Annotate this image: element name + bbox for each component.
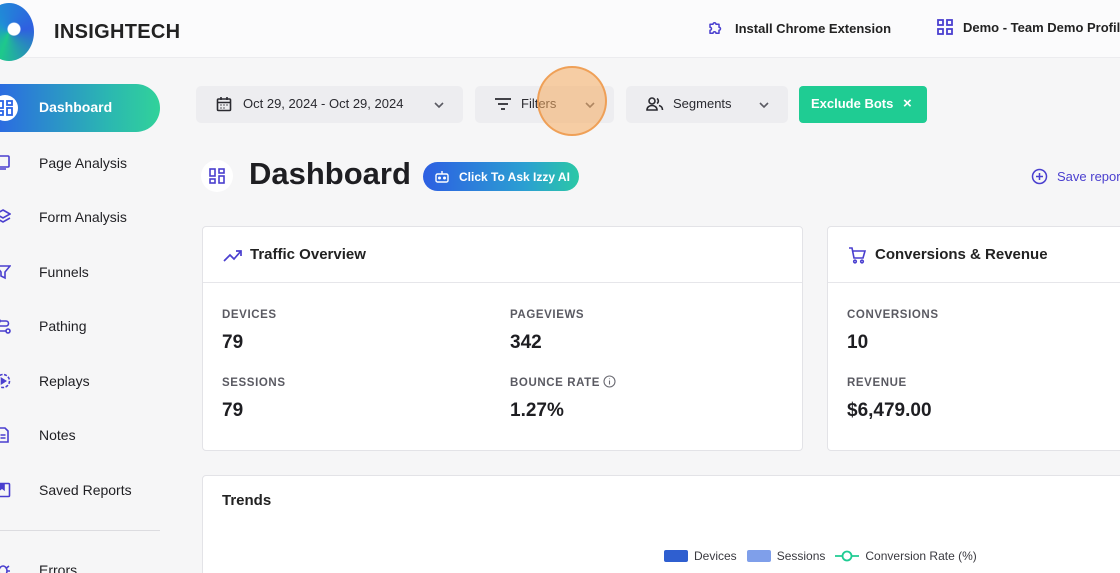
app-logo[interactable] <box>0 3 34 61</box>
form-analysis-icon <box>0 206 14 228</box>
conversions-revenue-card: Conversions & Revenue CONVERSIONS 10 REV… <box>827 226 1120 451</box>
puzzle-icon <box>709 22 722 34</box>
segments-label: Segments <box>673 96 732 111</box>
segments-dropdown[interactable]: Segments <box>626 86 788 123</box>
grid-icon <box>937 19 953 35</box>
users-icon <box>646 97 664 111</box>
card-header: Traffic Overview <box>203 227 802 283</box>
info-icon[interactable] <box>603 375 616 388</box>
legend-swatch-sessions <box>746 550 771 562</box>
card-title: Trends <box>222 492 272 509</box>
sessions-label: SESSIONS <box>222 377 286 389</box>
devices-value: 79 <box>222 332 244 353</box>
save-report-label: Save report <box>1057 169 1120 184</box>
pageviews-value: 342 <box>510 332 542 353</box>
card-header: Conversions & Revenue <box>828 227 1120 283</box>
sessions-value: 79 <box>222 400 244 421</box>
ask-izzy-ai-button[interactable]: Click To Ask Izzy AI <box>423 162 579 191</box>
sidebar-item-label: Saved Reports <box>39 482 132 498</box>
exclude-bots-label: Exclude Bots <box>811 96 894 111</box>
legend-label-conversion-rate: Conversion Rate (%) <box>865 549 977 563</box>
conversions-value: 10 <box>847 332 869 353</box>
install-extension-label: Install Chrome Extension <box>735 20 892 36</box>
filter-lines-icon <box>495 98 511 110</box>
bounce-rate-label: BOUNCE RATE <box>510 377 601 389</box>
card-title: Conversions & Revenue <box>875 246 1048 263</box>
close-icon[interactable]: × <box>903 95 912 112</box>
chevron-down-icon <box>434 102 444 109</box>
dashboard-icon <box>0 95 18 121</box>
sidebar-item-label: Notes <box>39 427 76 443</box>
save-report-button[interactable]: Save report <box>1031 168 1120 185</box>
install-extension-link[interactable]: Install Chrome Extension <box>707 19 891 37</box>
pageviews-label: PAGEVIEWS <box>510 309 585 321</box>
traffic-overview-card: Traffic Overview DEVICES 79 PAGEVIEWS 34… <box>202 226 803 451</box>
date-range-picker[interactable]: Oct 29, 2024 - Oct 29, 2024 <box>196 86 463 123</box>
sidebar-item-dashboard[interactable]: Dashboard <box>0 84 160 132</box>
sidebar-item-label: Form Analysis <box>39 209 127 225</box>
bug-icon <box>0 559 14 573</box>
saved-reports-icon <box>0 479 14 501</box>
replay-icon <box>0 370 14 392</box>
legend-label-devices: Devices <box>694 549 737 563</box>
sidebar-item-label: Funnels <box>39 264 89 280</box>
exclude-bots-chip[interactable]: Exclude Bots × <box>799 86 927 123</box>
ask-izzy-ai-label: Click To Ask Izzy AI <box>459 170 570 184</box>
profile-switcher[interactable]: Demo - Team Demo Profile <box>937 19 1120 35</box>
dashboard-icon <box>201 160 233 192</box>
date-range-value: Oct 29, 2024 - Oct 29, 2024 <box>243 96 404 111</box>
devices-label: DEVICES <box>222 309 277 321</box>
sidebar-divider <box>0 530 160 531</box>
trending-up-icon <box>223 250 242 262</box>
card-title: Traffic Overview <box>250 246 366 263</box>
sidebar-item-label: Dashboard <box>39 99 113 115</box>
notes-icon <box>0 424 14 446</box>
page-analysis-icon <box>0 152 14 174</box>
sidebar-item-label: Page Analysis <box>39 155 127 171</box>
sidebar-item-label: Errors <box>39 562 78 573</box>
trends-card: Trends <box>202 475 1120 573</box>
chevron-down-icon <box>759 102 769 109</box>
revenue-value: $6,479.00 <box>847 400 932 421</box>
plus-circle-icon <box>1031 168 1048 185</box>
robot-icon <box>435 171 449 183</box>
funnel-icon <box>0 261 14 283</box>
sidebar-item-label: Replays <box>39 373 90 389</box>
legend-swatch-devices <box>664 550 688 562</box>
sidebar: Dashboard Page Analysis Form Analysis Fu… <box>0 58 176 573</box>
click-indicator <box>537 66 607 136</box>
bounce-rate-value: 1.27% <box>510 400 564 421</box>
conversions-label: CONVERSIONS <box>847 309 939 321</box>
sidebar-item-label: Pathing <box>39 318 87 334</box>
cart-icon <box>849 247 866 264</box>
legend-label-sessions: Sessions <box>776 549 826 563</box>
calendar-icon <box>216 97 232 112</box>
trends-legend: Devices Sessions Conversion Rate (%) <box>664 549 977 563</box>
profile-label: Demo - Team Demo Profile <box>963 19 1120 35</box>
legend-swatch-conversion-rate <box>835 550 860 562</box>
app-name: INSIGHTECH <box>54 21 181 43</box>
top-bar: INSIGHTECH Install Chrome Extension Demo… <box>0 0 1120 61</box>
page-title: Dashboard <box>249 156 411 191</box>
revenue-label: REVENUE <box>847 377 907 389</box>
pathing-icon <box>0 315 14 337</box>
